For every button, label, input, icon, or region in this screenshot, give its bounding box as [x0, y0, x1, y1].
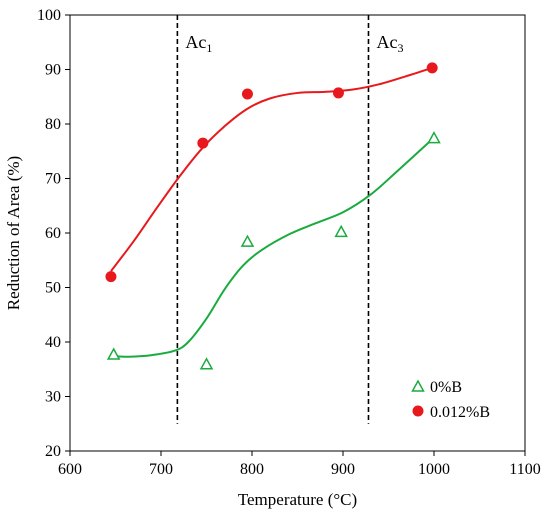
- legend-marker-1: [411, 379, 425, 392]
- x-axis-title: Temperature (°C): [238, 490, 357, 509]
- ref-line-label-2: Ac3: [376, 32, 403, 55]
- reference-lines: Ac1 Ac3: [176, 15, 403, 424]
- data-point-series-1: [106, 347, 121, 360]
- y-axis-title: Reduction of Area (%): [4, 156, 23, 310]
- trend-line-series-2: [110, 66, 433, 272]
- y-axis-ticks: 20 30 40 50 60 70 80 90 100: [37, 7, 70, 460]
- data-point-series-2: [197, 137, 209, 149]
- ref-line-label-1: Ac1: [185, 32, 212, 55]
- y-tick-label: 100: [37, 7, 61, 24]
- legend: 0%B 0.012%B: [411, 379, 490, 421]
- data-point-series-2: [105, 271, 117, 283]
- legend-label-1: 0%B: [430, 379, 462, 396]
- data-point-series-1: [240, 234, 255, 247]
- y-tick-label: 40: [45, 334, 61, 351]
- x-tick-label: 1000: [418, 461, 450, 478]
- y-tick-label: 60: [45, 225, 61, 242]
- data-point-series-2: [426, 62, 438, 74]
- y-tick-label: 70: [45, 171, 61, 188]
- legend-marker-2: [412, 405, 424, 417]
- y-tick-label: 30: [45, 389, 61, 406]
- legend-label-2: 0.012%B: [430, 404, 490, 421]
- y-tick-label: 20: [45, 443, 61, 460]
- data-point-series-2: [241, 88, 253, 100]
- x-tick-label: 600: [58, 461, 82, 478]
- trend-lines: [110, 66, 435, 358]
- y-tick-label: 90: [45, 62, 61, 79]
- y-tick-label: 80: [45, 116, 61, 133]
- x-tick-label: 700: [149, 461, 173, 478]
- data-point-series-1: [199, 357, 214, 370]
- x-tick-label: 1100: [509, 461, 540, 478]
- data-point-series-1: [427, 131, 441, 144]
- data-point-series-1: [334, 224, 348, 238]
- x-axis-ticks: 600 700 800 900 1000 1100: [58, 451, 541, 478]
- trend-line-series-1: [113, 136, 435, 358]
- x-tick-label: 900: [331, 461, 355, 478]
- data-point-series-2: [332, 87, 344, 99]
- data-points: [105, 62, 441, 370]
- x-tick-label: 800: [240, 461, 264, 478]
- y-tick-label: 50: [45, 280, 61, 297]
